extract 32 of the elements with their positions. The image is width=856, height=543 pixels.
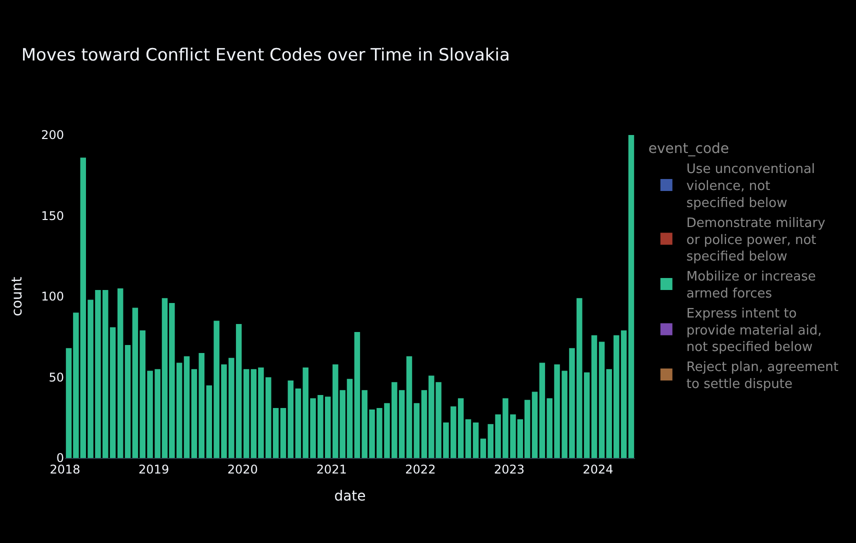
y-tick-label: 200 (41, 128, 64, 142)
legend-label: Reject plan, agreement to settle dispute (686, 360, 838, 392)
chart-title: Moves toward Conflict Event Codes over Time in Slovakia (21, 45, 510, 66)
legend-label: Demonstrate military or police power, not specified below (686, 216, 826, 265)
bar (288, 380, 294, 458)
x-tick-label: 2019 (138, 462, 170, 476)
bar (117, 288, 124, 458)
bar (465, 419, 472, 458)
legend-title: event_code (648, 141, 730, 158)
legend-label: Mobilize or increase armed forces (686, 270, 816, 302)
bar (243, 369, 250, 458)
bar (184, 356, 190, 458)
x-tick-label: 2024 (582, 462, 614, 476)
x-tick-label: 2023 (494, 462, 525, 476)
bar (472, 422, 479, 458)
x-tick-label: 2022 (405, 462, 436, 476)
bar (406, 356, 412, 458)
bar (414, 403, 420, 458)
bar (532, 392, 538, 458)
bar (280, 408, 286, 458)
legend-label: Use unconventional violence, not specified below (686, 162, 816, 212)
y-axis-title: count (10, 276, 26, 316)
y-tick-label: 50 (48, 370, 64, 384)
y-tick-label: 100 (41, 290, 64, 304)
bar (628, 135, 634, 458)
x-axis-title: date (334, 488, 366, 505)
x-tick-label: 2021 (316, 462, 347, 476)
y-tick-label: 150 (41, 208, 64, 223)
x-tick-label: 2020 (227, 462, 258, 476)
bar (591, 335, 598, 458)
bar (124, 344, 131, 458)
legend-label: Express intent to provide material aid, not specified below (686, 306, 822, 356)
